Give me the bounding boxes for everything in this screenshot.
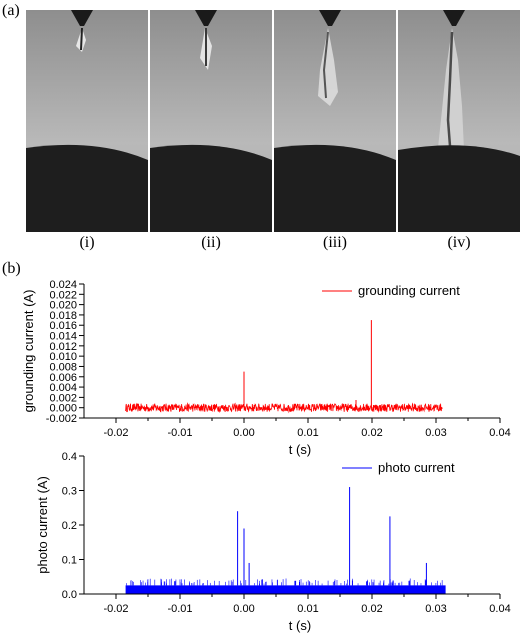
y-tick-label: 0.016	[49, 320, 77, 332]
x-tick-label: -0.01	[167, 603, 192, 615]
x-tick-label: 0.00	[233, 427, 254, 439]
frame-ii-caption: (ii)	[201, 234, 221, 251]
frame-ii-image	[150, 10, 272, 232]
y-tick-label: 0.4	[62, 451, 77, 463]
grounding-current-chart: -0.02 -0.01 0.00 0.01 0.02 0.03 0.04-0.0020.00…	[21, 279, 511, 457]
x-tick-label: -0.02	[103, 603, 128, 615]
x-tick-label: 0.00	[233, 603, 254, 615]
x-tick-label: 0.02	[361, 603, 382, 615]
x-tick-label: 0.02	[361, 427, 382, 439]
y-tick-label: 0.018	[49, 310, 77, 322]
x-tick-label: -0.01	[167, 427, 192, 439]
y-tick-label: 0.006	[49, 372, 77, 384]
y-tick-label: 0.1	[62, 555, 77, 567]
photo-current-chart: -0.02 -0.01 0.00 0.01 0.02 0.03 0.04 0.0 0.1 0.2 0…	[35, 451, 511, 633]
frame-iv-image	[398, 10, 520, 232]
y-tick-label: 0.2	[62, 520, 77, 532]
y-tick-label: 0.0	[62, 589, 77, 601]
frame-iii-image	[274, 10, 396, 232]
y-tick-label: 0.014	[49, 331, 77, 343]
frame-iv-caption: (iv)	[447, 234, 471, 251]
x-axis-title: t (s)	[289, 618, 311, 633]
y-axis-title: grounding current (A)	[21, 290, 36, 413]
x-tick-label: 0.03	[425, 427, 446, 439]
series-noise-trace	[125, 402, 443, 414]
panel-a-label: (a)	[2, 2, 20, 19]
x-tick-label: 0.04	[489, 603, 510, 615]
y-tick-label: 0.000	[49, 403, 77, 415]
y-tick-label: -0.002	[46, 413, 77, 425]
series-baseline-band	[125, 585, 446, 594]
y-tick-label: 0.012	[49, 341, 77, 353]
frame-i-caption: (i)	[79, 234, 95, 251]
x-axis-title: t (s)	[289, 442, 311, 457]
legend-label: grounding current	[358, 283, 460, 298]
x-tick-label: 0.01	[297, 427, 318, 439]
y-tick-label: 0.004	[49, 382, 77, 394]
x-tick-label: 0.03	[425, 603, 446, 615]
legend-label: photo current	[378, 460, 455, 475]
y-tick-label: 0.010	[49, 351, 77, 363]
x-tick-label: -0.02	[103, 427, 128, 439]
y-axis-title: photo current (A)	[35, 476, 50, 574]
y-tick-label: 0.022	[49, 289, 77, 301]
panel-b-label: (b)	[2, 260, 21, 277]
x-tick-label: 0.01	[297, 603, 318, 615]
y-tick-label: 0.3	[62, 486, 77, 498]
frame-i-image	[26, 10, 148, 232]
y-tick-label: 0.008	[49, 361, 77, 373]
y-tick-label: 0.002	[49, 392, 77, 404]
frame-iii-caption: (iii)	[323, 234, 347, 251]
y-tick-label: 0.020	[49, 300, 77, 312]
y-tick-label: 0.024	[49, 279, 77, 291]
x-tick-label: 0.04	[489, 427, 510, 439]
